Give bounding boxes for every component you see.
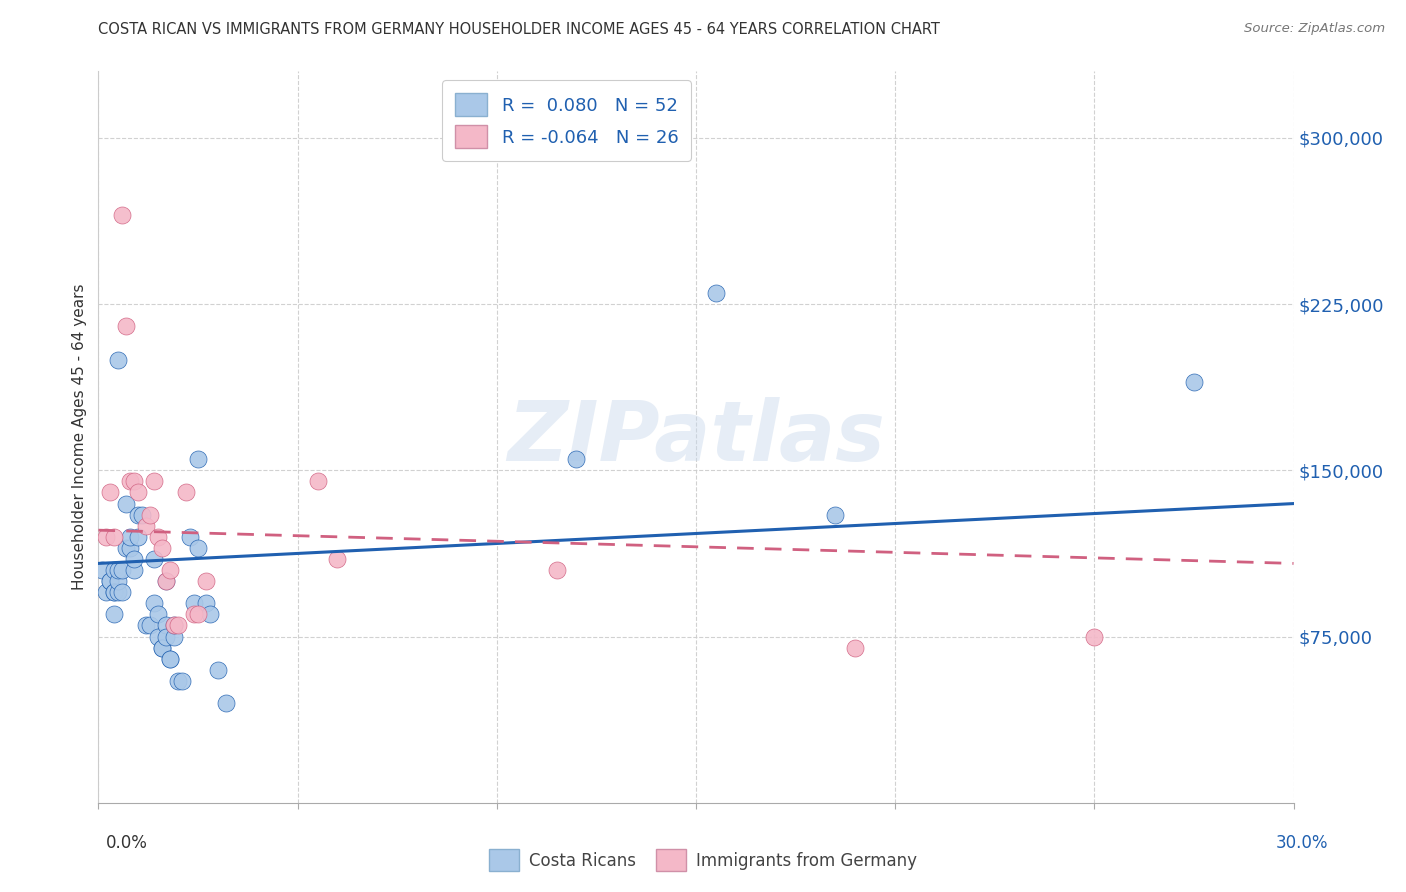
- Point: [120, 541, 142, 555]
- Point: [107, 574, 129, 589]
- Point: [159, 563, 181, 577]
- Point: [194, 574, 218, 589]
- Legend: R =  0.080   N = 52, R = -0.064   N = 26: R = 0.080 N = 52, R = -0.064 N = 26: [441, 80, 690, 161]
- Point: [127, 530, 149, 544]
- Point: [124, 552, 146, 566]
- Point: [174, 485, 197, 500]
- Point: [111, 585, 134, 599]
- Point: [103, 585, 125, 599]
- Legend: Costa Ricans, Immigrants from Germany: Costa Ricans, Immigrants from Germany: [481, 841, 925, 880]
- Text: 0.0%: 0.0%: [105, 834, 148, 852]
- Point: [150, 541, 173, 555]
- Point: [148, 530, 170, 544]
- Point: [159, 651, 181, 665]
- Point: [159, 651, 181, 665]
- Point: [115, 541, 138, 555]
- Point: [215, 696, 238, 710]
- Point: [103, 563, 125, 577]
- Text: ZIPatlas: ZIPatlas: [508, 397, 884, 477]
- Point: [139, 508, 162, 522]
- Point: [155, 574, 177, 589]
- Point: [150, 640, 173, 655]
- Point: [98, 574, 122, 589]
- Point: [120, 475, 142, 489]
- Point: [187, 607, 209, 622]
- Point: [143, 552, 166, 566]
- Point: [183, 607, 205, 622]
- Point: [172, 673, 194, 688]
- Point: [844, 640, 866, 655]
- Text: 30.0%: 30.0%: [1277, 834, 1329, 852]
- Point: [111, 563, 134, 577]
- Point: [91, 563, 114, 577]
- Point: [704, 285, 727, 300]
- Point: [127, 508, 149, 522]
- Point: [167, 673, 190, 688]
- Point: [107, 563, 129, 577]
- Point: [98, 574, 122, 589]
- Point: [183, 596, 205, 610]
- Point: [103, 530, 125, 544]
- Text: COSTA RICAN VS IMMIGRANTS FROM GERMANY HOUSEHOLDER INCOME AGES 45 - 64 YEARS COR: COSTA RICAN VS IMMIGRANTS FROM GERMANY H…: [98, 22, 941, 37]
- Y-axis label: Householder Income Ages 45 - 64 years: Householder Income Ages 45 - 64 years: [72, 284, 87, 591]
- Point: [111, 209, 134, 223]
- Point: [143, 596, 166, 610]
- Point: [163, 630, 186, 644]
- Point: [103, 607, 125, 622]
- Point: [155, 630, 177, 644]
- Point: [107, 352, 129, 367]
- Point: [150, 640, 173, 655]
- Point: [115, 319, 138, 334]
- Point: [179, 530, 201, 544]
- Point: [163, 618, 186, 632]
- Point: [207, 663, 229, 677]
- Point: [143, 475, 166, 489]
- Point: [187, 541, 209, 555]
- Point: [167, 618, 190, 632]
- Point: [98, 485, 122, 500]
- Point: [96, 530, 118, 544]
- Point: [198, 607, 221, 622]
- Text: Source: ZipAtlas.com: Source: ZipAtlas.com: [1244, 22, 1385, 36]
- Point: [135, 518, 157, 533]
- Point: [163, 618, 186, 632]
- Point: [194, 596, 218, 610]
- Point: [155, 618, 177, 632]
- Point: [824, 508, 846, 522]
- Point: [148, 607, 170, 622]
- Point: [124, 475, 146, 489]
- Point: [131, 508, 153, 522]
- Point: [148, 630, 170, 644]
- Point: [124, 563, 146, 577]
- Point: [326, 552, 349, 566]
- Point: [135, 618, 157, 632]
- Point: [107, 585, 129, 599]
- Point: [103, 585, 125, 599]
- Point: [96, 585, 118, 599]
- Point: [307, 475, 329, 489]
- Point: [1083, 630, 1105, 644]
- Point: [139, 618, 162, 632]
- Point: [120, 530, 142, 544]
- Point: [1182, 375, 1205, 389]
- Point: [115, 497, 138, 511]
- Point: [565, 452, 588, 467]
- Point: [546, 563, 568, 577]
- Point: [127, 485, 149, 500]
- Point: [155, 574, 177, 589]
- Point: [187, 452, 209, 467]
